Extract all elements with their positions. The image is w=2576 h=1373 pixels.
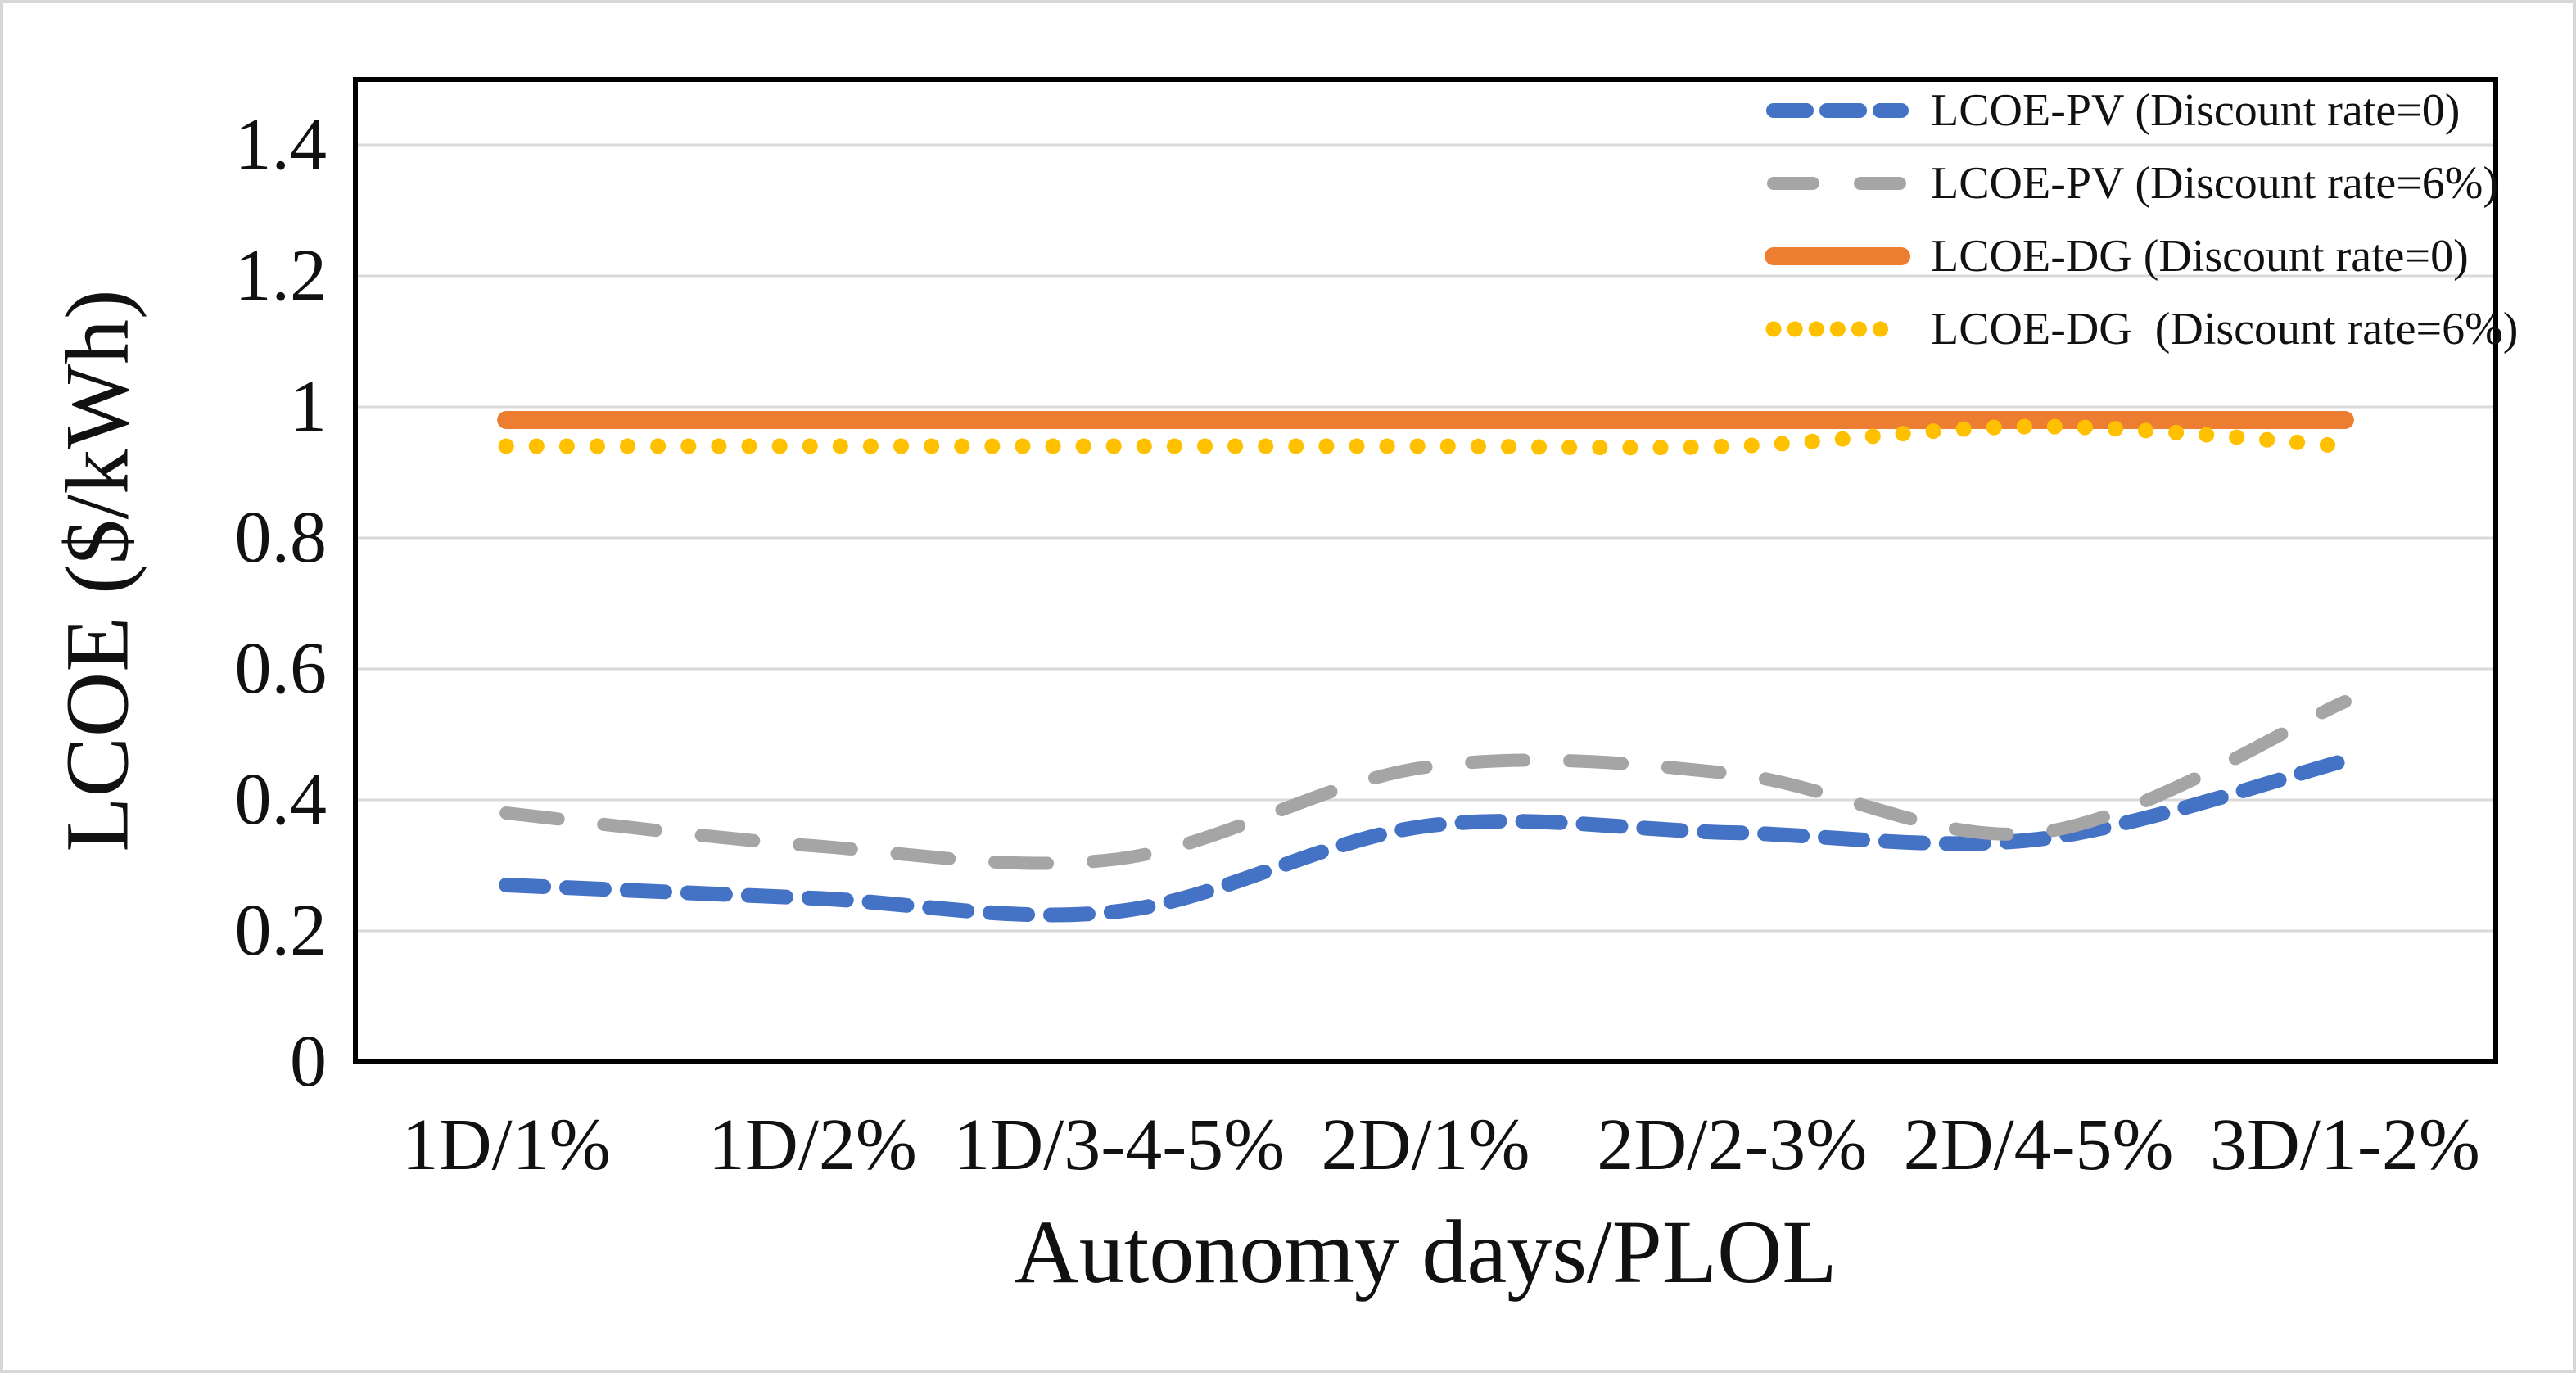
gridlines bbox=[358, 143, 2493, 933]
plot-frame bbox=[353, 77, 2498, 1064]
x-tick-label: 1D/2% bbox=[707, 1104, 917, 1186]
y-axis-title: LCOE ($/kWh) bbox=[47, 289, 147, 852]
x-tick-label: 1D/3-4-5% bbox=[953, 1104, 1286, 1186]
x-tick-label: 3D/1-2% bbox=[2209, 1104, 2480, 1186]
y-tick-label: 0.8 bbox=[234, 497, 328, 578]
y-tick-label: 1.4 bbox=[234, 104, 328, 185]
series-line-1 bbox=[499, 695, 2352, 870]
legend-label: LCOE-DG (Discount rate=0) bbox=[1931, 230, 2469, 282]
legend-item: LCOE-DG (Discount rate=0) bbox=[1764, 219, 2518, 292]
y-tick-label: 0.2 bbox=[234, 890, 328, 971]
legend-sample-line-dashed bbox=[1766, 102, 1909, 118]
y-tick-label: 1 bbox=[290, 366, 327, 447]
y-tick-label: 1.2 bbox=[234, 235, 328, 316]
legend-item: LCOE-PV (Discount rate=0) bbox=[1764, 74, 2518, 147]
legend-sample-line-long-dashed bbox=[1767, 176, 1908, 190]
plot-area bbox=[353, 77, 2498, 1064]
x-tick-label: 1D/1% bbox=[401, 1104, 611, 1186]
legend-item: LCOE-PV (Discount rate=6%) bbox=[1764, 147, 2518, 219]
y-tick-label: 0.4 bbox=[234, 759, 328, 840]
legend-label: LCOE-DG (Discount rate=6%) bbox=[1931, 303, 2519, 355]
legend-sample-line-dotted bbox=[1765, 321, 1909, 336]
legend: LCOE-PV (Discount rate=0) LCOE-PV (Disco… bbox=[1764, 74, 2518, 365]
y-tick-label: 0.6 bbox=[234, 628, 328, 709]
x-tick-label: 2D/2-3% bbox=[1597, 1104, 1868, 1186]
series-line-3 bbox=[498, 418, 2353, 456]
x-axis-title: Autonomy days/PLOL bbox=[1014, 1202, 1837, 1302]
y-tick-label: 0 bbox=[290, 1021, 327, 1102]
series-lines bbox=[497, 410, 2354, 923]
x-tick-label: 2D/1% bbox=[1321, 1104, 1530, 1186]
series-line-0 bbox=[499, 753, 2352, 923]
x-tick-label: 2D/4-5% bbox=[1903, 1104, 2174, 1186]
legend-item: LCOE-DG (Discount rate=6%) bbox=[1764, 292, 2518, 365]
legend-label: LCOE-PV (Discount rate=6%) bbox=[1931, 157, 2499, 209]
legend-label: LCOE-PV (Discount rate=0) bbox=[1931, 84, 2461, 136]
legend-sample-line-solid bbox=[1765, 246, 1910, 265]
